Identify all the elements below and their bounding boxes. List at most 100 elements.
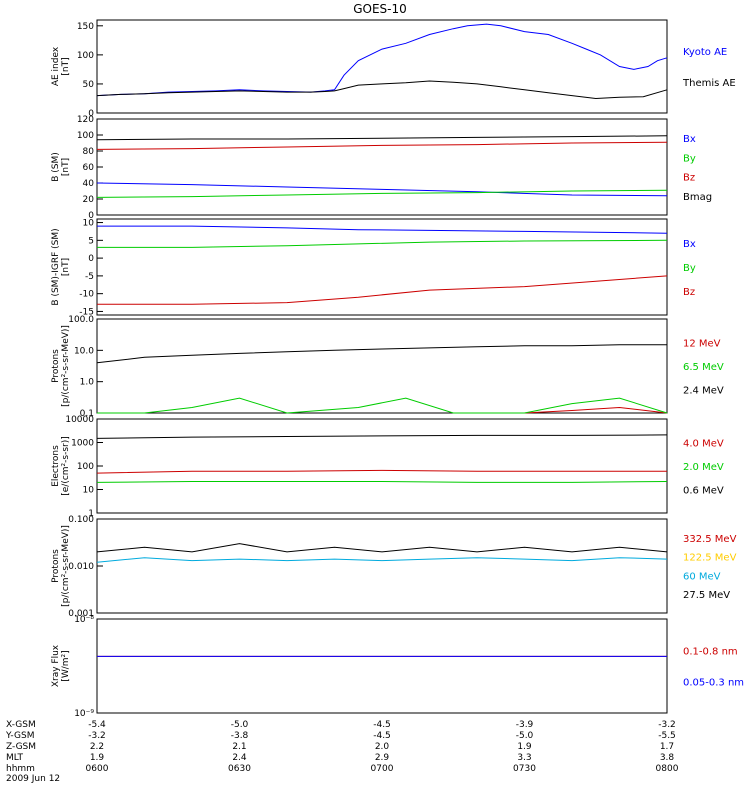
- y-tick-label: 100.0: [68, 315, 94, 325]
- x-axis-value: 2.2: [90, 742, 104, 752]
- series-line: [96, 23, 668, 97]
- x-axis-value: -5.5: [658, 731, 676, 741]
- x-axis-value: 1.9: [90, 753, 105, 763]
- x-axis-value: 0700: [371, 764, 394, 774]
- y-tick-label: 120: [77, 115, 94, 125]
- y-tick-label: 100: [77, 51, 94, 61]
- x-axis-value: 2.0: [375, 742, 390, 752]
- legend-entry: 60 MeV: [683, 571, 721, 582]
- panel-frame: [96, 318, 668, 414]
- x-axis-value: 1.9: [517, 742, 532, 752]
- x-axis-value: -3.9: [516, 720, 534, 730]
- y-tick-label: 10.0: [74, 346, 94, 356]
- y-axis-label: [p/(cm²-s-sr-MeV)]: [61, 325, 71, 407]
- y-tick-label: 10⁻⁸: [74, 615, 94, 625]
- series-line: [96, 189, 668, 198]
- legend-entry: 122.5 MeV: [683, 553, 737, 564]
- y-tick-label: 10: [83, 486, 95, 496]
- series-line: [96, 141, 668, 150]
- date-label: 2009 Jun 12: [6, 774, 60, 784]
- y-tick-label: 100: [77, 462, 94, 472]
- series-line: [524, 406, 668, 414]
- y-tick-label: 1: [88, 509, 94, 519]
- series-line: [97, 397, 668, 414]
- legend-entry: 2.4 MeV: [683, 386, 724, 397]
- legend-entry: 12 MeV: [683, 339, 721, 350]
- y-axis-label: B (SM)-IGRF (SM): [51, 228, 61, 305]
- legend-entry: 6.5 MeV: [683, 362, 724, 373]
- x-axis-value: -5.0: [516, 731, 534, 741]
- legend-entry: 332.5 MeV: [683, 534, 737, 545]
- x-axis-value: 3.8: [660, 753, 675, 763]
- y-tick-label: 1.0: [80, 378, 95, 388]
- y-tick-label: 100: [77, 131, 94, 141]
- legend-entry: 0.05-0.3 nm: [683, 678, 744, 689]
- series-line: [96, 135, 668, 141]
- y-tick-label: 60: [83, 163, 95, 173]
- series-line: [96, 543, 668, 553]
- series-line: [96, 344, 667, 364]
- x-axis-value: 0800: [656, 764, 679, 774]
- legend-entry: Kyoto AE: [683, 47, 727, 58]
- panel-frame: [96, 19, 668, 114]
- x-axis-row-label: Z-GSM: [6, 742, 36, 752]
- x-axis-row-label: X-GSM: [6, 720, 36, 730]
- panel-frame: [96, 618, 668, 714]
- panel-frame: [96, 218, 668, 316]
- y-tick-label: 10⁻⁹: [74, 709, 94, 719]
- y-tick-label: 1000: [71, 439, 94, 449]
- panel-frame: [96, 118, 668, 216]
- legend-entry: By: [683, 263, 696, 274]
- series-line: [96, 434, 668, 439]
- legend-entry: Bx: [683, 239, 696, 250]
- panel-frame: [96, 418, 668, 514]
- panel-1: 0 50 100 150 AE index [nT] Kyoto AE Themis AE: [51, 19, 736, 119]
- y-axis-label: [p/(cm²-s-sr-MeV)]: [61, 525, 71, 607]
- x-axis-value: 2.9: [375, 753, 390, 763]
- series-line: [96, 469, 667, 474]
- y-tick-label: 0.1: [80, 409, 94, 419]
- x-axis-value: -5.4: [88, 720, 106, 730]
- x-axis-value: -3.2: [88, 731, 106, 741]
- series-line: [97, 239, 668, 248]
- y-tick-label: 0: [88, 109, 94, 119]
- x-axis-row-label: hhmm: [6, 764, 35, 774]
- y-axis-label: [nT]: [61, 258, 71, 276]
- series-line: [96, 481, 668, 483]
- y-tick-label: 20: [83, 195, 95, 205]
- y-tick-label: -10: [79, 290, 94, 300]
- legend-entry: Bx: [683, 134, 696, 145]
- x-axis-value: -3.8: [231, 731, 249, 741]
- legend-entry: 2.0 MeV: [683, 462, 724, 473]
- x-axis-row-label: Y-GSM: [5, 731, 34, 741]
- x-axis-value: 3.3: [517, 753, 531, 763]
- y-axis-label: [nT]: [61, 158, 71, 176]
- legend-entry: Themis AE: [682, 78, 736, 89]
- series-line: [96, 182, 668, 197]
- y-tick-label: 10000: [65, 415, 94, 425]
- y-tick-label: 40: [83, 179, 95, 189]
- legend-entry: Bz: [683, 287, 695, 298]
- x-axis-value: 0730: [513, 764, 536, 774]
- y-axis-label: [nT]: [61, 57, 71, 75]
- x-axis-value: 0600: [86, 764, 109, 774]
- panel-6: 0.001 0.010 0.100 Protons [p/(cm²-s-sr-MeV)]…: [51, 515, 737, 619]
- legend-entry: Bz: [683, 173, 695, 184]
- panel-5: 1 10 100 1000 10000 Electrons [e/(cm²-s-sr)] 4.…: [51, 415, 724, 519]
- panel-frame: [96, 518, 668, 614]
- x-axis-value: 1.7: [660, 742, 674, 752]
- y-tick-label: 80: [83, 147, 95, 157]
- y-axis-label: Protons: [51, 549, 61, 583]
- y-axis-label: [W/m²]: [61, 650, 71, 681]
- y-tick-label: 0: [88, 211, 94, 221]
- x-axis-row-label: MLT: [6, 753, 24, 763]
- series-line: [97, 275, 668, 305]
- series-line: [96, 557, 668, 563]
- legend-entry: By: [683, 153, 696, 164]
- y-tick-label: 0: [88, 254, 94, 264]
- panel-7: 10⁻⁹ 10⁻⁸ Xray Flux [W/m²] 0.1-0.8 nm 0.05-0.…: [51, 615, 744, 719]
- x-axis-value: -5.0: [231, 720, 249, 730]
- x-axis-value: -4.5: [373, 731, 391, 741]
